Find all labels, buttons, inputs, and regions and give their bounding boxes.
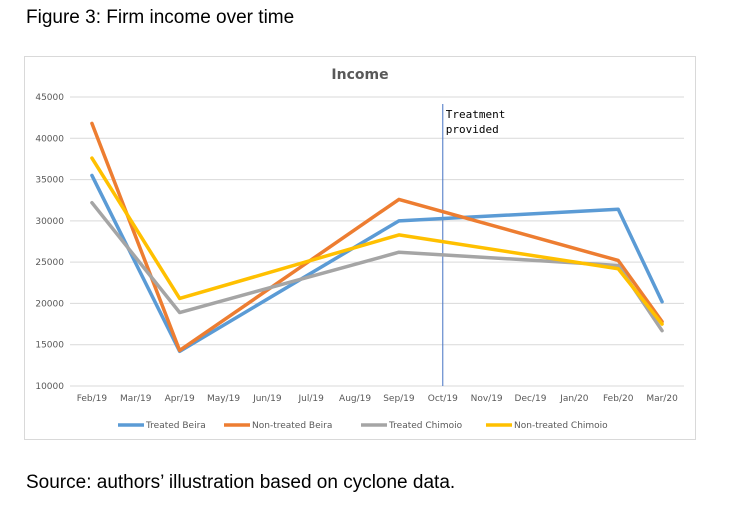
series-line <box>90 121 664 353</box>
x-tick-label: Feb/20 <box>603 394 634 404</box>
x-tick-label: Nov/19 <box>471 394 503 404</box>
legend-label: Non-treated Chimoio <box>514 421 608 431</box>
x-tick-label: Oct/19 <box>428 394 458 404</box>
legend-label: Treated Chimoio <box>388 421 463 431</box>
x-tick-label: Apr/19 <box>165 394 195 404</box>
figure-title: Figure 3: Firm income over time <box>26 7 295 28</box>
series-line <box>90 200 664 333</box>
legend-label: Treated Beira <box>145 421 206 431</box>
annotation-label: provided <box>446 123 499 136</box>
x-tick-label: Jan/20 <box>559 394 589 404</box>
series-lines <box>90 121 664 354</box>
x-tick-label: Mar/19 <box>120 394 152 404</box>
x-tick-label: Jul/19 <box>298 394 325 404</box>
y-tick-label: 10000 <box>35 382 64 392</box>
x-tick-label: May/19 <box>207 394 240 404</box>
series-line <box>90 156 664 326</box>
y-tick-label: 40000 <box>35 134 64 144</box>
x-tick-label: Mar/20 <box>646 394 678 404</box>
y-tick-label: 20000 <box>35 299 64 309</box>
annotation-label: Treatment <box>446 108 506 121</box>
x-tick-label: Jun/19 <box>252 394 282 404</box>
x-tick-label: Sep/19 <box>383 394 415 404</box>
source-note: Source: authors’ illustration based on c… <box>26 472 456 493</box>
y-tick-label: 25000 <box>35 258 64 268</box>
x-tick-label: Aug/19 <box>339 394 371 404</box>
chart-title: Income <box>331 67 388 83</box>
x-tick-label: Feb/19 <box>77 394 108 404</box>
y-axis-ticks: 10000 15000 20000 25000 30000 35000 40000 45000 <box>35 93 64 392</box>
y-tick-label: 45000 <box>35 93 64 103</box>
x-tick-label: Dec/19 <box>515 394 547 404</box>
legend-label: Non-treated Beira <box>252 421 332 431</box>
y-tick-label: 30000 <box>35 217 64 227</box>
y-tick-label: 35000 <box>35 176 64 186</box>
treatment-annotation: Treatment provided <box>442 104 506 386</box>
y-tick-label: 15000 <box>35 341 64 351</box>
legend: Treated Beira Non-treated Beira Treated Ch… <box>118 421 608 431</box>
chart-frame <box>24 56 696 440</box>
x-axis-ticks: Feb/19 Mar/19 Apr/19 May/19 Jun/19 Jul/19 Aug/… <box>77 394 678 404</box>
